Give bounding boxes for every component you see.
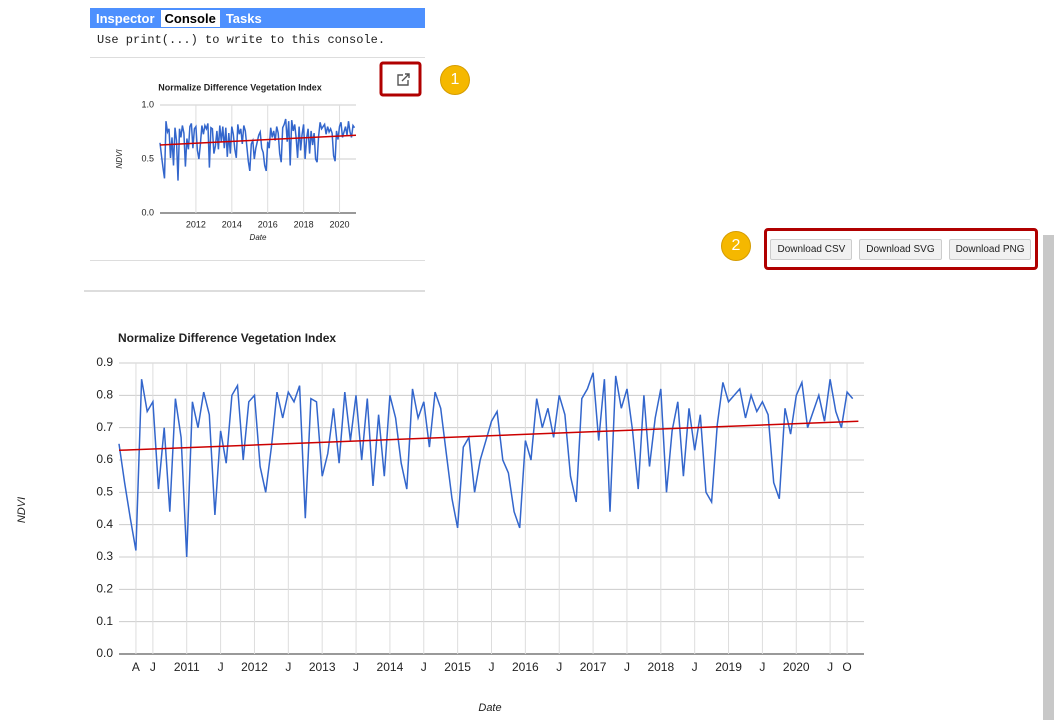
scrollbar[interactable]: [1043, 235, 1054, 720]
y-tick-label: 0.5: [141, 153, 154, 163]
y-tick-label: 0.9: [96, 355, 113, 369]
annotation-badge: 2: [721, 231, 751, 261]
x-tick-label: J: [827, 660, 833, 674]
tab[interactable]: Inspector: [96, 10, 155, 26]
chart-title: Normalize Difference Vegetation Index: [158, 82, 322, 92]
x-tick-label: 2014: [377, 660, 404, 674]
x-tick-label: 2012: [241, 660, 268, 674]
y-tick-label: 0.7: [96, 420, 113, 434]
x-tick-label: J: [150, 660, 156, 674]
annotation-badge: 1: [440, 65, 470, 95]
y-axis-label: NDVI: [115, 149, 124, 169]
download-button[interactable]: Download SVG: [859, 238, 942, 260]
y-tick-label: 1.0: [141, 99, 154, 109]
y-tick-label: 0.6: [96, 452, 113, 466]
trend-line: [159, 134, 357, 146]
download-button[interactable]: Download CSV: [770, 238, 853, 260]
y-tick-label: 0.0: [141, 207, 154, 217]
x-tick-label: J: [556, 660, 562, 674]
x-tick-label: 2015: [444, 660, 471, 674]
x-tick-label: J: [759, 660, 765, 674]
x-tick-label: J: [624, 660, 630, 674]
y-tick-label: 0.8: [96, 388, 113, 402]
y-axis-label: NDVI: [16, 497, 28, 523]
y-tick-label: 0.2: [96, 582, 113, 596]
x-tick-label: 2020: [783, 660, 810, 674]
tab-bar: Inspector Console Tasks: [90, 8, 425, 28]
download-button[interactable]: Download PNG: [948, 238, 1032, 260]
x-tick-label: J: [218, 660, 224, 674]
divider: [90, 57, 425, 58]
tab[interactable]: Console: [160, 9, 220, 27]
x-tick-label: J: [692, 660, 698, 674]
y-tick-label: 0.1: [96, 614, 113, 628]
chart-title: Normalize Difference Vegetation Index: [118, 331, 336, 345]
x-tick-label: 2019: [715, 660, 742, 674]
x-tick-label: 2018: [294, 219, 314, 229]
y-tick-label: 0.5: [96, 485, 113, 499]
x-tick-label: 2016: [258, 219, 278, 229]
data-line: [118, 372, 854, 558]
button-group: Download CSV Download SVG Download PNG: [764, 228, 1038, 270]
console-text: Use print(...) to write to this console.: [97, 33, 386, 47]
x-tick-label: 2020: [330, 219, 350, 229]
highlight-box: [379, 61, 422, 97]
y-tick-label: 0.3: [96, 549, 113, 563]
divider: [90, 260, 425, 261]
x-tick-label: J: [353, 660, 359, 674]
x-tick-label: 2018: [647, 660, 674, 674]
x-tick-label: 2014: [222, 219, 242, 229]
x-tick-label: 2017: [580, 660, 607, 674]
x-tick-label: A: [132, 660, 140, 674]
x-tick-label: 2011: [174, 660, 200, 674]
y-tick-label: 0.0: [96, 646, 113, 660]
x-tick-label: 2013: [309, 660, 336, 674]
console-panel: Inspector Console Tasks Use print(...) t…: [84, 0, 425, 292]
y-tick-label: 0.4: [96, 517, 113, 531]
x-tick-label: J: [421, 660, 427, 674]
trend-line: [118, 420, 859, 452]
x-tick-label: O: [842, 660, 851, 674]
open-in-new-icon[interactable]: [397, 73, 410, 86]
tab[interactable]: Tasks: [225, 10, 262, 26]
x-tick-label: J: [489, 660, 495, 674]
x-axis-label: Date: [250, 233, 267, 242]
data-line: [159, 118, 356, 181]
x-tick-label: J: [285, 660, 291, 674]
x-tick-label: 2016: [512, 660, 539, 674]
x-tick-label: 2012: [186, 219, 206, 229]
x-axis-label: Date: [478, 702, 501, 714]
